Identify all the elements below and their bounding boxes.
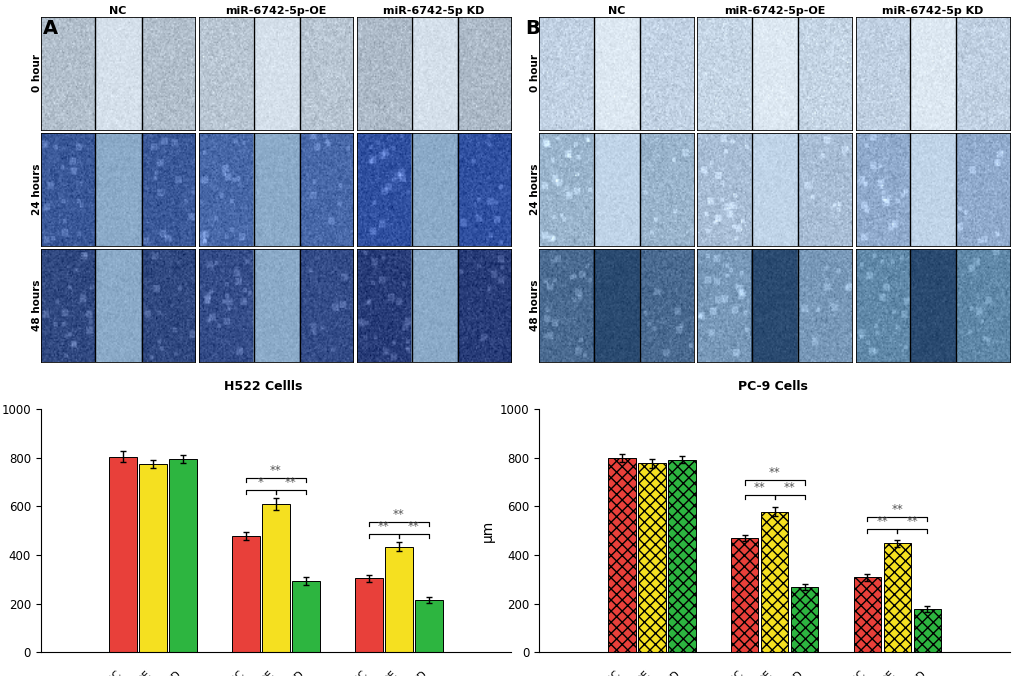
Text: **: ** bbox=[783, 481, 795, 494]
Text: OE: OE bbox=[634, 669, 651, 676]
Text: OE: OE bbox=[258, 669, 276, 676]
Bar bbox=[667, 460, 695, 652]
Bar bbox=[355, 578, 382, 652]
Y-axis label: 0 hour: 0 hour bbox=[32, 55, 42, 93]
Bar bbox=[637, 463, 664, 652]
Text: **: ** bbox=[753, 481, 764, 494]
Text: KD: KD bbox=[165, 669, 183, 676]
Text: NC: NC bbox=[351, 669, 369, 676]
Y-axis label: 48 hours: 48 hours bbox=[32, 280, 42, 331]
Text: OE: OE bbox=[756, 669, 773, 676]
Title: miR-6742-5p-OE: miR-6742-5p-OE bbox=[723, 6, 824, 16]
Bar bbox=[760, 512, 788, 652]
Text: **: ** bbox=[891, 503, 903, 516]
Text: PC-9 Cells: PC-9 Cells bbox=[738, 380, 807, 393]
Text: KD: KD bbox=[288, 669, 306, 676]
Bar bbox=[232, 536, 260, 652]
Text: A: A bbox=[43, 19, 58, 38]
Title: miR-6742-5p KD: miR-6742-5p KD bbox=[383, 6, 484, 16]
Text: KD: KD bbox=[787, 669, 804, 676]
Bar bbox=[731, 538, 758, 652]
Bar bbox=[853, 577, 880, 652]
Title: miR-6742-5p-OE: miR-6742-5p-OE bbox=[225, 6, 326, 16]
Y-axis label: 0 hour: 0 hour bbox=[530, 55, 540, 93]
Text: KD: KD bbox=[909, 669, 926, 676]
Text: B: B bbox=[525, 19, 539, 38]
Title: NC: NC bbox=[607, 6, 625, 16]
Text: NC: NC bbox=[727, 669, 744, 676]
Text: **: ** bbox=[285, 476, 297, 489]
Bar bbox=[262, 504, 289, 652]
Title: miR-6742-5p KD: miR-6742-5p KD bbox=[881, 6, 982, 16]
Text: NC: NC bbox=[849, 669, 866, 676]
Title: NC: NC bbox=[109, 6, 126, 16]
Text: NC: NC bbox=[105, 669, 123, 676]
Text: **: ** bbox=[408, 520, 419, 533]
Text: H522 Cellls: H522 Cellls bbox=[224, 380, 302, 393]
Text: OE: OE bbox=[136, 669, 153, 676]
Bar bbox=[607, 458, 635, 652]
Text: **: ** bbox=[378, 520, 389, 533]
Bar bbox=[109, 456, 137, 652]
Text: KD: KD bbox=[663, 669, 681, 676]
Bar bbox=[140, 464, 167, 652]
Y-axis label: 24 hours: 24 hours bbox=[32, 164, 42, 215]
Text: NC: NC bbox=[603, 669, 622, 676]
Bar bbox=[385, 547, 413, 652]
Text: **: ** bbox=[270, 464, 281, 477]
Bar bbox=[913, 609, 941, 652]
Text: *: * bbox=[258, 476, 264, 489]
Text: OE: OE bbox=[381, 669, 398, 676]
Bar bbox=[882, 544, 910, 652]
Text: NC: NC bbox=[228, 669, 246, 676]
Bar bbox=[415, 600, 442, 652]
Text: **: ** bbox=[906, 515, 917, 528]
Y-axis label: 48 hours: 48 hours bbox=[530, 280, 540, 331]
Text: KD: KD bbox=[411, 669, 428, 676]
Text: **: ** bbox=[392, 508, 405, 521]
Bar bbox=[790, 587, 817, 652]
Bar bbox=[291, 581, 319, 652]
Text: **: ** bbox=[768, 466, 780, 479]
Y-axis label: μm: μm bbox=[480, 520, 494, 542]
Text: OE: OE bbox=[879, 669, 897, 676]
Y-axis label: 24 hours: 24 hours bbox=[530, 164, 540, 215]
Text: **: ** bbox=[875, 515, 888, 528]
Bar bbox=[169, 459, 197, 652]
